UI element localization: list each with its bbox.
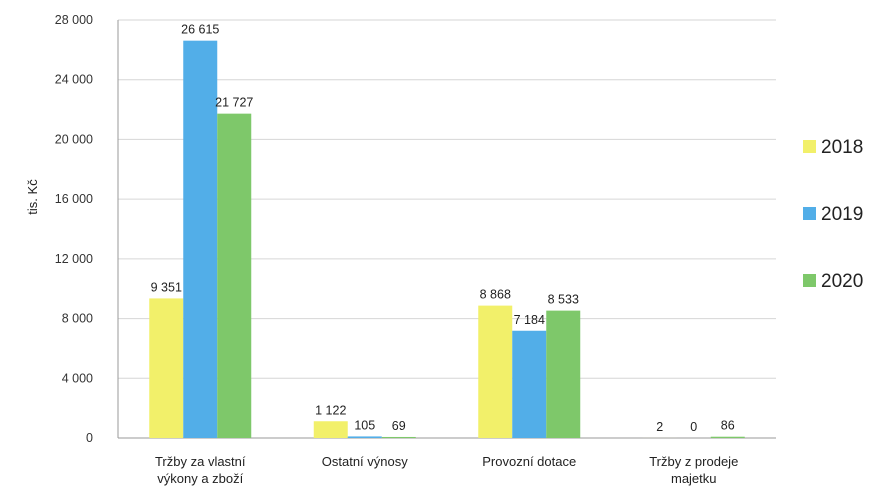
- legend-swatch-2019: [803, 207, 816, 220]
- category-label: majetku: [671, 471, 717, 486]
- data-label: 8 533: [548, 293, 579, 307]
- category-label: Tržby za vlastní: [155, 454, 246, 469]
- y-tick-label: 12 000: [55, 252, 93, 266]
- bar-2020-4: [710, 436, 745, 438]
- data-label: 69: [392, 419, 406, 433]
- bar-2018-1: [149, 298, 184, 438]
- legend-label-2020: 2020: [821, 271, 863, 292]
- data-label: 2: [656, 420, 663, 434]
- y-tick-label: 28 000: [55, 13, 93, 27]
- data-label: 26 615: [181, 23, 219, 37]
- data-label: 86: [721, 419, 735, 433]
- category-label: Provozní dotace: [482, 454, 576, 469]
- bar-2019-1: [183, 40, 218, 438]
- legend-swatch-2020: [803, 274, 816, 287]
- category-label: výkony a zboží: [157, 471, 243, 486]
- data-label: 7 184: [514, 313, 545, 327]
- bar-2018-2: [313, 421, 348, 438]
- y-tick-label: 20 000: [55, 132, 93, 146]
- data-label: 1 122: [315, 403, 346, 417]
- y-tick-label: 24 000: [55, 73, 93, 87]
- bar-2020-3: [546, 310, 581, 438]
- bar-2020-1: [217, 113, 252, 439]
- y-tick-label: 0: [86, 431, 93, 445]
- bar-2019-3: [512, 330, 547, 438]
- bar-2019-2: [347, 436, 382, 438]
- data-label: 105: [354, 418, 375, 432]
- bar-2020-2: [381, 436, 416, 438]
- data-label: 21 727: [215, 96, 253, 110]
- legend-label-2019: 2019: [821, 204, 863, 225]
- x-axis-categories: Tržby za vlastní výkony a zboží Ostatní vý…: [155, 454, 738, 486]
- y-tick-label: 8 000: [62, 312, 93, 326]
- category-label: Tržby z prodeje: [649, 454, 738, 469]
- data-label: 0: [690, 420, 697, 434]
- y-axis-ticks: 0 4 000 8 000 12 000 16 000 20 000 24 000 28 00…: [55, 13, 93, 445]
- legend: 2018 2019 2020: [803, 137, 863, 292]
- data-label: 9 351: [151, 280, 182, 294]
- y-axis-label: tis. Kč: [25, 179, 40, 215]
- y-tick-label: 4 000: [62, 371, 93, 385]
- bars: [149, 40, 745, 439]
- y-tick-label: 16 000: [55, 192, 93, 206]
- legend-label-2018: 2018: [821, 137, 863, 158]
- category-label: Ostatní výnosy: [322, 454, 408, 469]
- data-label: 8 868: [480, 288, 511, 302]
- bar-2018-3: [478, 305, 513, 438]
- legend-swatch-2018: [803, 140, 816, 153]
